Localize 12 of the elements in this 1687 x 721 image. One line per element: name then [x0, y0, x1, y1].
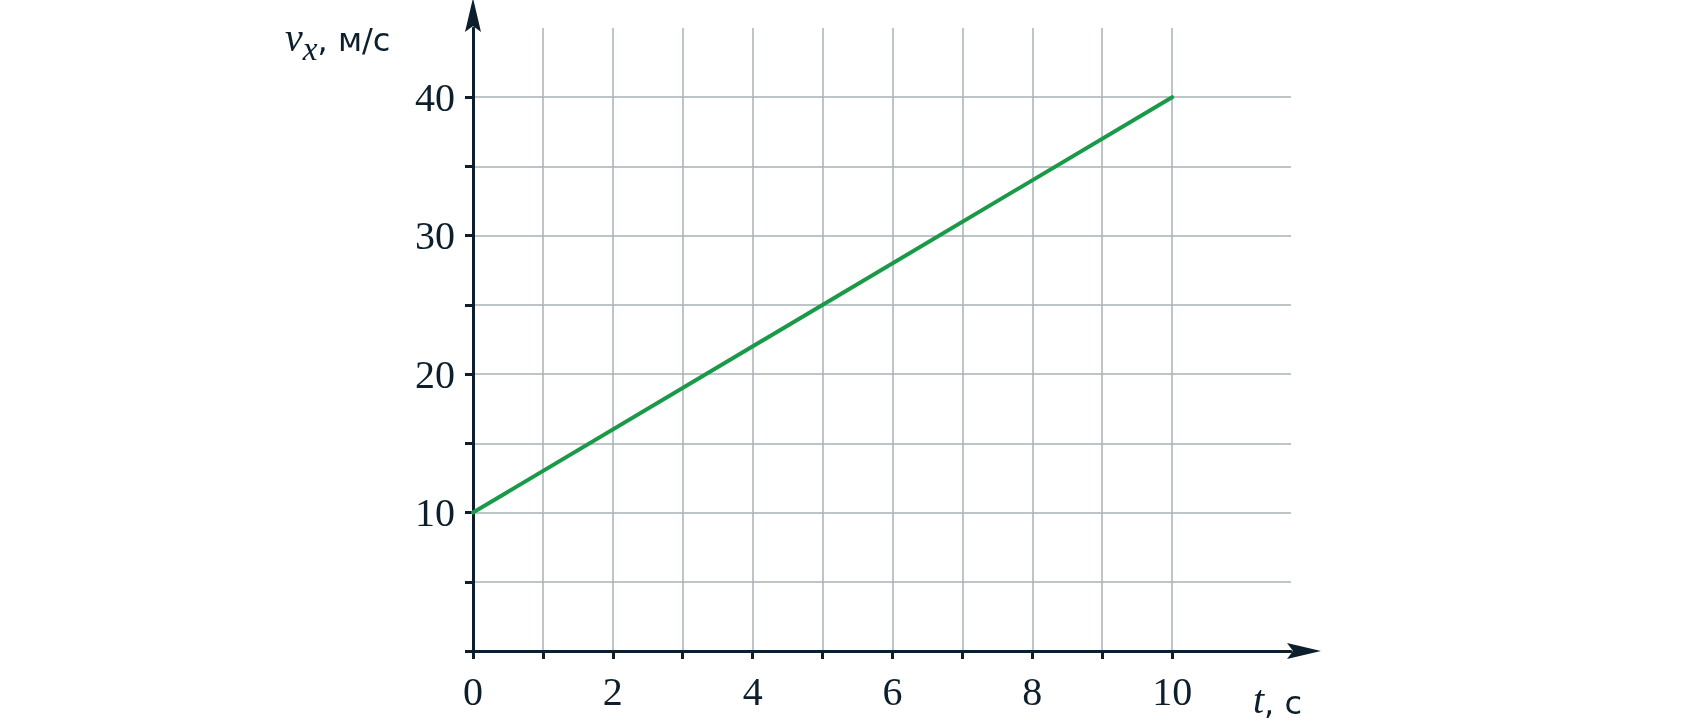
- x-tick-label: 6: [882, 668, 903, 714]
- x-tick-label: 10: [1152, 668, 1193, 714]
- x-tick-label: 0: [463, 668, 483, 714]
- x-tick-label: 8: [1022, 668, 1043, 714]
- x-tick-label: 4: [742, 668, 763, 714]
- y-tick-label: 20: [415, 351, 455, 397]
- y-tick-label: 10: [415, 490, 455, 536]
- x-tick-label: 2: [602, 668, 623, 714]
- y-tick-label: 40: [415, 74, 455, 120]
- y-axis-title: v$_{x}$, м/с: [285, 15, 391, 67]
- y-tick-label: 30: [415, 213, 455, 259]
- x-axis-title: t, с: [1253, 676, 1303, 721]
